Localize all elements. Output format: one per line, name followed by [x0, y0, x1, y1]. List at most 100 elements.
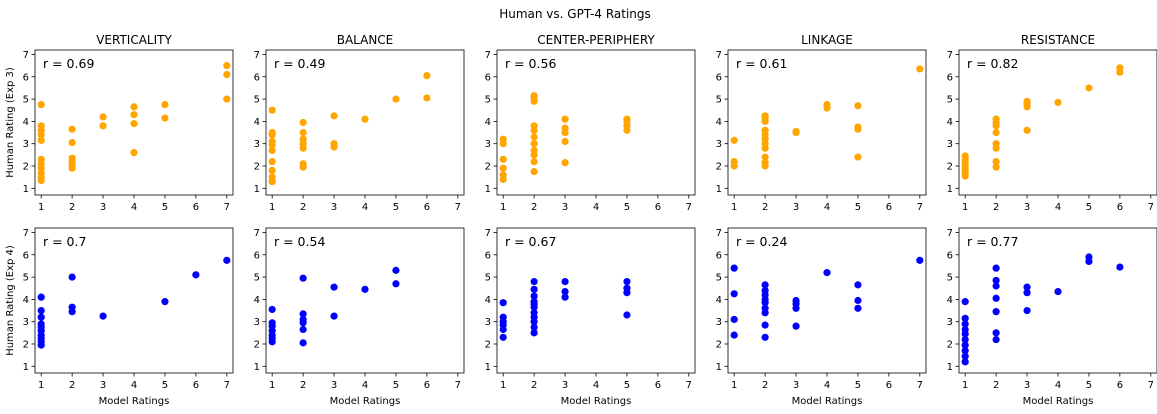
data-point	[992, 264, 1000, 272]
subplot-1-3: 1 2 3 4 5 6 7 1 2 3 4 5 6 7 r = 0.24 Model Ratings	[716, 227, 927, 407]
correlation-label: r = 0.61	[736, 56, 787, 71]
y-tick-label: 2	[716, 162, 722, 173]
data-point	[299, 339, 307, 347]
data-point	[530, 323, 538, 331]
y-tick-label: 3	[23, 317, 29, 328]
y-tick-label: 7	[947, 228, 953, 239]
data-point	[330, 283, 338, 291]
data-point	[161, 101, 169, 109]
axes-frame	[496, 227, 696, 374]
x-tick-label: 5	[855, 202, 861, 213]
y-tick-label: 5	[485, 273, 491, 284]
data-point	[530, 133, 538, 141]
data-point	[99, 113, 107, 121]
y-tick-label: 4	[23, 295, 29, 306]
x-tick-label: 6	[655, 202, 661, 213]
data-point	[561, 287, 569, 296]
data-point	[423, 72, 431, 80]
x-tick-label: 6	[886, 380, 892, 391]
y-tick-label: 4	[485, 295, 491, 306]
y-tick-label: 7	[485, 228, 491, 239]
data-point	[761, 153, 769, 161]
data-point	[299, 310, 307, 318]
subplot-title: RESISTANCE	[1021, 33, 1095, 47]
data-point	[68, 154, 76, 162]
data-point	[1116, 64, 1124, 72]
data-point	[961, 320, 969, 328]
x-tick-label: 2	[531, 202, 537, 213]
data-point	[992, 329, 1000, 337]
x-tick-label: 7	[1148, 380, 1154, 391]
y-tick-label: 3	[23, 139, 29, 150]
data-point	[730, 136, 738, 144]
x-tick-label: 3	[793, 202, 799, 213]
x-axis-label: Model Ratings	[330, 396, 401, 407]
y-tick-label: 5	[485, 95, 491, 106]
data-point	[268, 146, 276, 154]
data-point	[68, 303, 76, 311]
data-point	[530, 122, 538, 130]
y-tick-label: 4	[947, 117, 953, 128]
y-tick-label: 1	[485, 362, 491, 373]
y-tick-label: 1	[947, 184, 953, 195]
data-point	[730, 290, 738, 298]
data-point	[299, 160, 307, 168]
x-tick-label: 2	[762, 202, 768, 213]
data-point	[268, 137, 276, 146]
y-tick-label: 7	[716, 50, 722, 61]
data-point	[268, 319, 276, 327]
data-point	[992, 115, 1000, 123]
x-tick-label: 4	[362, 380, 368, 391]
data-point	[37, 320, 45, 328]
y-tick-label: 6	[254, 72, 260, 83]
data-point	[992, 335, 1000, 344]
x-tick-label: 3	[331, 202, 337, 213]
data-point	[268, 106, 276, 114]
data-point	[992, 282, 1000, 290]
data-point	[961, 298, 969, 306]
data-point	[854, 304, 862, 312]
x-tick-label: 7	[686, 380, 692, 391]
data-point	[37, 293, 45, 301]
x-tick-label: 5	[162, 380, 168, 391]
x-tick-label: 2	[531, 380, 537, 391]
data-point	[961, 358, 969, 366]
axes-frame	[265, 227, 465, 374]
subplot-1-4: 1 2 3 4 5 6 7 1 2 3 4 5 6 7 r = 0.77 Model Ratings	[947, 227, 1157, 407]
data-point	[37, 155, 45, 163]
x-tick-label: 2	[993, 202, 999, 213]
x-tick-label: 2	[69, 380, 75, 391]
data-point	[161, 298, 169, 306]
data-point	[916, 65, 924, 73]
x-tick-label: 3	[562, 202, 568, 213]
y-tick-label: 7	[716, 228, 722, 239]
data-point	[268, 128, 276, 137]
y-tick-label: 1	[716, 362, 722, 373]
y-tick-label: 3	[254, 317, 260, 328]
data-point	[130, 149, 138, 157]
x-tick-label: 3	[793, 380, 799, 391]
data-point	[330, 140, 338, 148]
y-tick-label: 3	[947, 317, 953, 328]
data-point	[499, 155, 507, 163]
y-tick-label: 2	[947, 340, 953, 351]
data-point	[299, 274, 307, 282]
y-tick-label: 4	[716, 295, 722, 306]
data-point	[623, 284, 631, 292]
x-axis-label: Model Ratings	[792, 396, 863, 407]
x-tick-label: 1	[731, 202, 737, 213]
data-point	[961, 152, 969, 160]
data-point	[299, 118, 307, 127]
y-tick-label: 6	[947, 72, 953, 83]
data-point	[1085, 84, 1093, 92]
data-point	[299, 128, 307, 137]
data-point	[730, 264, 738, 272]
y-axis-label: Human Rating (Exp 3)	[5, 67, 16, 178]
x-tick-label: 2	[300, 202, 306, 213]
x-tick-label: 1	[731, 380, 737, 391]
x-tick-label: 6	[886, 202, 892, 213]
y-tick-label: 2	[23, 340, 29, 351]
x-tick-label: 4	[131, 380, 137, 391]
x-tick-label: 7	[917, 380, 923, 391]
data-point	[561, 159, 569, 167]
